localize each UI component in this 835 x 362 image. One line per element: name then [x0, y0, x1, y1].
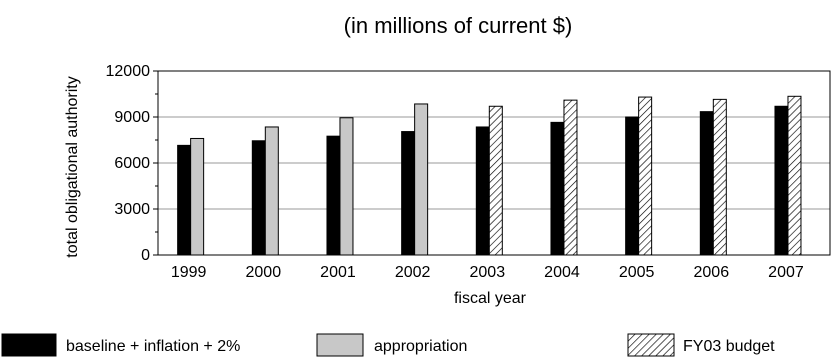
legend-swatch — [627, 333, 675, 357]
y-tick-label: 0 — [141, 247, 150, 264]
x-tick-label: 2003 — [470, 264, 506, 281]
bar-fy03-budget-2003 — [488, 105, 503, 256]
legend-label: baseline + inflation + 2% — [66, 338, 240, 355]
legend-swatch — [316, 333, 364, 357]
x-tick-label: 2007 — [768, 264, 804, 281]
x-tick-label: 2004 — [544, 264, 580, 281]
x-tick-label: 2002 — [395, 264, 431, 281]
chart-title: (in millions of current $) — [344, 13, 573, 38]
bar-baseline-inflation-2--2002 — [401, 131, 416, 256]
x-tick-label: 1999 — [171, 264, 207, 281]
legend-swatch — [1, 333, 57, 357]
y-tick-label: 9000 — [114, 109, 150, 126]
axes — [153, 70, 831, 256]
legend: baseline + inflation + 2% appropriation FY… — [1, 333, 775, 357]
x-axis-label: fiscal year — [454, 290, 527, 307]
x-tick-label: 2000 — [246, 264, 282, 281]
bar-baseline-inflation-2--2000 — [251, 140, 266, 256]
y-tick-label: 6000 — [114, 155, 150, 172]
legend-label: FY03 budget — [683, 338, 775, 355]
bar-baseline-inflation-2--2005 — [625, 116, 640, 256]
bar-baseline-inflation-2--2007 — [774, 105, 789, 256]
legend-label: appropriation — [374, 338, 467, 355]
bar-appropriation-1999 — [190, 137, 205, 256]
bar-appropriation-2001 — [339, 117, 354, 256]
y-axis-label: total obligational authority — [64, 76, 81, 257]
bar-baseline-inflation-2--2004 — [550, 121, 565, 256]
bar-fy03-budget-2005 — [638, 96, 653, 256]
y-tick-label: 3000 — [114, 201, 150, 218]
bars — [177, 95, 802, 256]
bar-appropriation-2000 — [264, 126, 279, 256]
bar-fy03-budget-2006 — [712, 98, 727, 256]
bar-appropriation-2002 — [414, 103, 429, 256]
x-tick-label: 2001 — [320, 264, 356, 281]
x-tick-label: 2006 — [694, 264, 730, 281]
bar-fy03-budget-2007 — [787, 95, 802, 256]
tick-labels: 0 3000 6000 9000 12000 1999 2000 2001 2002 2003 20… — [106, 63, 804, 281]
bar-baseline-inflation-2--2006 — [699, 111, 714, 256]
plot-frame — [157, 70, 831, 256]
bar-baseline-inflation-2--1999 — [177, 144, 192, 256]
bar-baseline-inflation-2--2001 — [326, 135, 341, 256]
bar-fy03-budget-2004 — [563, 99, 578, 256]
y-tick-label: 12000 — [106, 63, 151, 80]
bar-baseline-inflation-2--2003 — [475, 126, 490, 256]
x-tick-label: 2005 — [619, 264, 655, 281]
